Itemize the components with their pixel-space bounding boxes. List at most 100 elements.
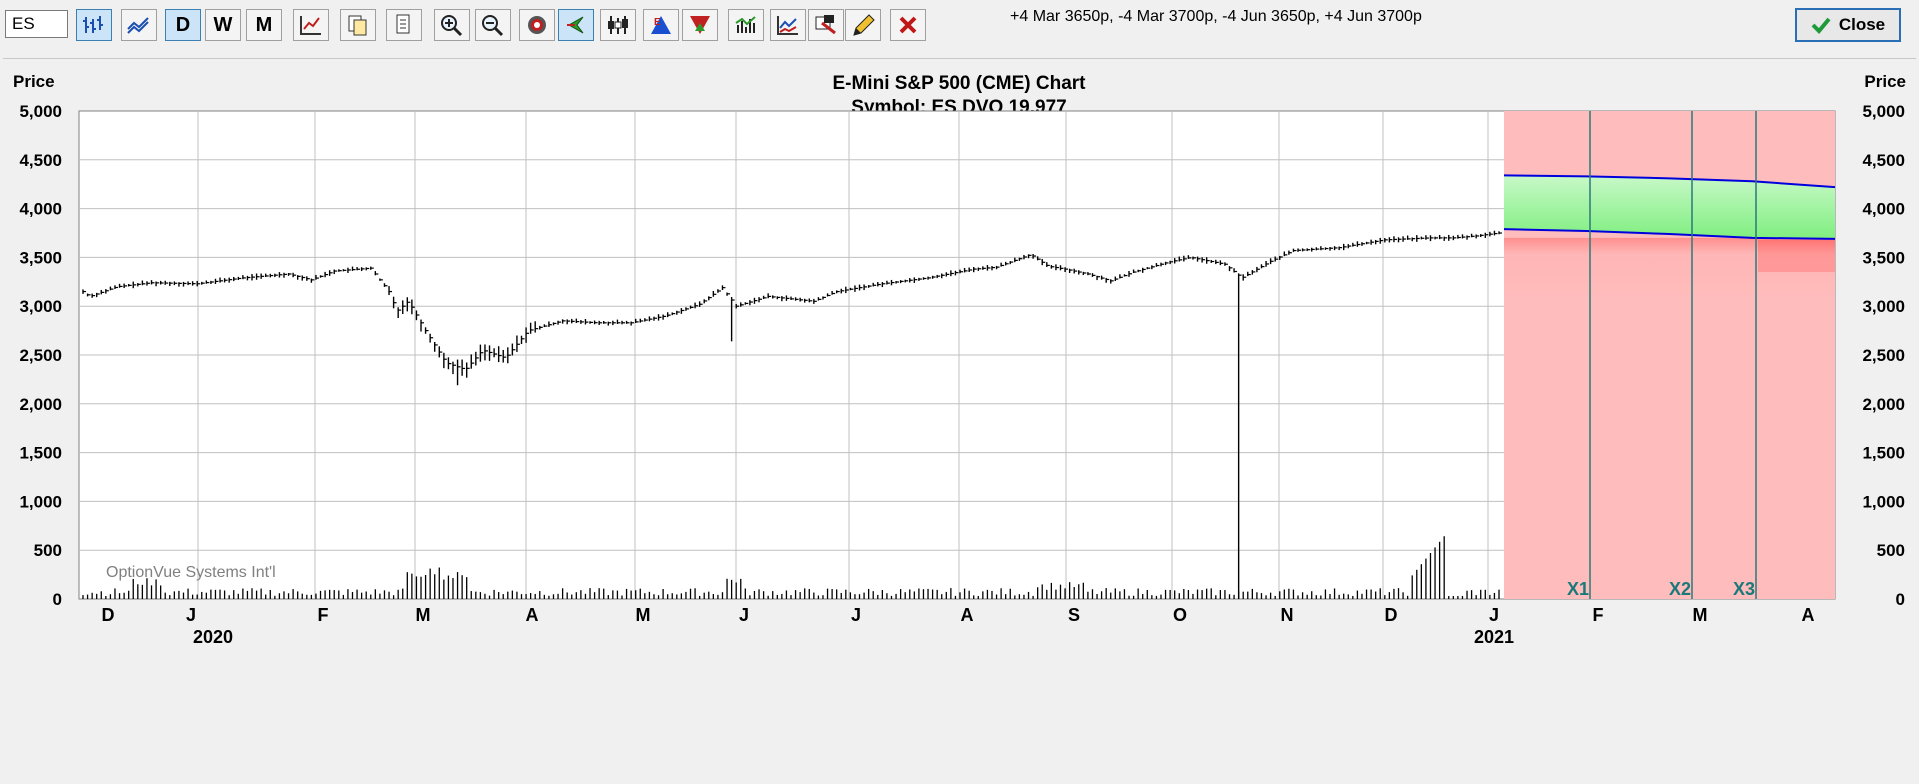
chart-title: E-Mini S&P 500 (CME) Chart	[832, 73, 1086, 94]
y-tick-left: 4,500	[19, 151, 62, 170]
candlestick-icon-glyph	[608, 16, 628, 34]
annotate-icon[interactable]	[808, 9, 844, 41]
zoom-out-icon-glyph	[482, 15, 504, 37]
volume-icon-glyph	[735, 16, 756, 33]
copy-icon-glyph	[348, 15, 367, 36]
y-tick-right: 2,000	[1862, 395, 1905, 414]
month-label: A	[526, 605, 539, 625]
y-tick-right: 500	[1877, 541, 1905, 560]
month-label: M	[1693, 605, 1708, 625]
month-label: O	[1173, 605, 1187, 625]
pencil-icon[interactable]	[845, 9, 881, 41]
month-label: F	[318, 605, 329, 625]
year-label-2020: 2020	[193, 627, 233, 647]
daily-button[interactable]: D	[165, 9, 201, 41]
y-tick-right: 0	[1896, 590, 1905, 609]
y-tick-right: 5,000	[1862, 102, 1905, 121]
y-tick-right: 4,000	[1862, 200, 1905, 219]
check-icon	[1811, 17, 1831, 34]
position-summary: +4 Mar 3650p, -4 Mar 3700p, -4 Jun 3650p…	[1010, 8, 1422, 25]
expiration-label[interactable]: X2	[1669, 579, 1691, 599]
risk-curve-upper	[1503, 174, 1836, 189]
month-label: A	[1802, 605, 1815, 625]
left-axis-label: Price	[13, 72, 55, 91]
cursor-icon[interactable]	[558, 9, 594, 41]
chart-settings-icon[interactable]	[293, 9, 329, 41]
risk-curve-lower	[1503, 228, 1836, 240]
loss-gradient	[1504, 237, 1835, 302]
month-label: M	[636, 605, 651, 625]
annotate-icon-glyph	[815, 15, 836, 35]
expiration-label[interactable]: X3	[1733, 579, 1755, 599]
y-tick-left: 2,500	[19, 346, 62, 365]
zoom-in-icon-glyph	[441, 15, 463, 37]
bar-chart-icon[interactable]	[76, 9, 112, 41]
delete-icon[interactable]	[890, 9, 926, 41]
y-tick-left: 500	[34, 541, 62, 560]
expiration-label[interactable]: X1	[1567, 579, 1589, 599]
y-tick-left: 1,500	[19, 444, 62, 463]
close-button[interactable]: Close	[1795, 8, 1901, 42]
y-tick-left: 2,000	[19, 395, 62, 414]
month-label: D	[102, 605, 115, 625]
indicator-icon-glyph	[777, 16, 798, 35]
zoom-out-icon[interactable]	[475, 9, 511, 41]
y-tick-right: 1,000	[1862, 492, 1905, 511]
toolbar: DWM E +4 Mar 3650p, -4 Mar 3700p, -4 Jun …	[0, 0, 1919, 52]
volume-icon[interactable]	[728, 9, 764, 41]
price-chart: Price Price E-Mini S&P 500 (CME) Chart S…	[13, 72, 1906, 647]
y-tick-left: 3,500	[19, 248, 62, 267]
earnings-icon-glyph: E	[651, 16, 671, 34]
symbol-input[interactable]	[5, 10, 68, 38]
weekly-button[interactable]: W	[205, 9, 241, 41]
y-tick-right: 4,500	[1862, 151, 1905, 170]
zoom-in-icon[interactable]	[434, 9, 470, 41]
y-tick-left: 5,000	[19, 102, 62, 121]
y-tick-right: 3,000	[1862, 297, 1905, 316]
print-icon-glyph	[396, 14, 410, 34]
upper-loss-area	[1504, 111, 1835, 188]
bar-chart-icon-glyph	[83, 16, 103, 33]
y-tick-right: 3,500	[1862, 248, 1905, 267]
y-tick-left: 4,000	[19, 200, 62, 219]
month-label: M	[416, 605, 431, 625]
cursor-icon-glyph	[567, 16, 584, 34]
line-chart-icon[interactable]	[121, 9, 157, 41]
monthly-button-label: M	[255, 13, 273, 36]
watermark: OptionVue Systems Int'l	[106, 564, 276, 581]
y-tick-left: 1,000	[19, 492, 62, 511]
year-label-2021: 2021	[1474, 627, 1514, 647]
y-tick-right: 1,500	[1862, 444, 1905, 463]
print-icon[interactable]	[386, 9, 422, 41]
month-label: J	[739, 605, 749, 625]
month-label: A	[961, 605, 974, 625]
dividend-icon-glyph	[690, 16, 710, 34]
profit-area	[1504, 175, 1835, 239]
chart-settings-icon-glyph	[300, 16, 321, 35]
target-icon-glyph	[528, 16, 546, 34]
dividend-icon[interactable]	[682, 9, 718, 41]
daily-button-label: D	[175, 13, 191, 36]
month-label: J	[186, 605, 196, 625]
pencil-icon-glyph	[853, 14, 875, 36]
delete-icon-glyph	[899, 16, 917, 34]
candlestick-icon[interactable]	[600, 9, 636, 41]
earnings-icon[interactable]: E	[643, 9, 679, 41]
month-label: J	[851, 605, 861, 625]
month-label: S	[1068, 605, 1080, 625]
y-tick-right: 2,500	[1862, 346, 1905, 365]
y-tick-left: 3,000	[19, 297, 62, 316]
right-axis-label: Price	[1864, 72, 1906, 91]
month-label: N	[1281, 605, 1294, 625]
svg-text:E: E	[654, 17, 661, 28]
close-label: Close	[1838, 15, 1886, 34]
month-label: J	[1489, 605, 1499, 625]
month-label: F	[1593, 605, 1604, 625]
copy-icon[interactable]	[340, 9, 376, 41]
indicator-icon[interactable]	[770, 9, 806, 41]
month-label: D	[1385, 605, 1398, 625]
chart-panel: Price Price E-Mini S&P 500 (CME) Chart S…	[3, 58, 1916, 783]
weekly-button-label: W	[213, 13, 233, 36]
target-icon[interactable]	[519, 9, 555, 41]
monthly-button[interactable]: M	[246, 9, 282, 41]
